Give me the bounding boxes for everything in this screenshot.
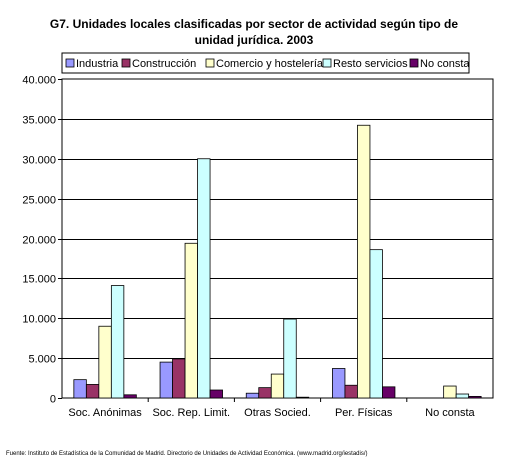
x-tick-label: Per. Físicas xyxy=(335,407,393,419)
y-tick-label: 40.000 xyxy=(22,75,56,87)
bar xyxy=(184,242,198,399)
bar xyxy=(98,325,112,399)
bar xyxy=(258,387,272,399)
legend-swatch xyxy=(322,58,332,68)
legend-swatch xyxy=(121,58,131,68)
x-tick-label: Soc. Rep. Limit. xyxy=(152,407,230,419)
legend: Industria Construcción Comercio y hosteler… xyxy=(61,52,470,74)
bar xyxy=(73,379,87,399)
y-tick-label: 35.000 xyxy=(22,115,56,127)
plot-area xyxy=(61,78,494,399)
y-tick-label: 25.000 xyxy=(22,195,56,207)
bar xyxy=(283,318,297,399)
bar xyxy=(468,395,482,399)
bar xyxy=(344,384,358,399)
chart-title-line-1: G7. Unidades locales clasificadas por se… xyxy=(50,17,458,31)
y-tick-label: 5.000 xyxy=(28,354,56,366)
bar xyxy=(85,384,100,399)
legend-swatch xyxy=(409,58,419,68)
bar xyxy=(357,124,371,399)
bar xyxy=(295,396,310,399)
x-tick-label: No consta xyxy=(425,407,475,419)
y-tick-label: 0 xyxy=(50,394,56,406)
bars xyxy=(73,124,482,399)
x-tick-label: Soc. Anónimas xyxy=(68,407,142,419)
bar xyxy=(197,158,211,399)
bar xyxy=(110,285,125,399)
legend-label: Industria xyxy=(76,58,119,70)
gridlines xyxy=(62,119,493,359)
bar xyxy=(369,249,383,399)
bar xyxy=(332,368,346,399)
legend-label: Construcción xyxy=(132,58,196,70)
chart-title-line-2: unidad jurídica. 2003 xyxy=(195,33,314,47)
x-tick-label: Otras Socied. xyxy=(244,407,311,419)
legend-label: Resto servicios xyxy=(333,58,408,70)
legend-label: Comercio y hostelería xyxy=(216,58,324,70)
bar xyxy=(455,393,470,399)
source-note: Fuente: Instituto de Estadística de la C… xyxy=(6,451,368,457)
bar xyxy=(159,361,173,399)
legend-box xyxy=(61,52,470,74)
bar xyxy=(443,385,457,399)
axes: 0 5.000 10.000 15.000 20.000 25.000 30.000 35.0… xyxy=(22,75,475,420)
legend-swatch xyxy=(205,58,215,68)
bar xyxy=(382,386,396,399)
bar xyxy=(172,358,186,399)
y-tick-label: 10.000 xyxy=(22,314,56,326)
y-tick-label: 30.000 xyxy=(22,155,56,167)
bar xyxy=(245,392,260,399)
y-tick-label: 15.000 xyxy=(22,274,56,286)
legend-label: No consta xyxy=(420,58,470,70)
bar xyxy=(123,394,137,399)
y-tick-label: 20.000 xyxy=(22,235,56,247)
bar xyxy=(209,389,223,399)
legend-swatch xyxy=(65,58,75,68)
bar xyxy=(270,373,285,399)
